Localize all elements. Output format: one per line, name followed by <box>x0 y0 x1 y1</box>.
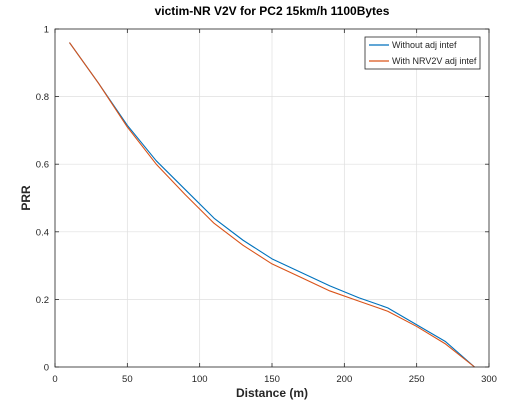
legend-box <box>364 36 481 70</box>
chart-title: victim-NR V2V for PC2 15km/h 1100Bytes <box>155 4 390 18</box>
x-axis: 0 50 100 150 200 250 300 <box>52 29 497 385</box>
x-tick-label: 150 <box>264 374 280 385</box>
y-tick-label: 0 <box>44 363 49 374</box>
x-tick-label: 250 <box>409 374 425 385</box>
y-tick-label: 0.8 <box>36 92 49 103</box>
y-axis-label: PRR <box>19 185 33 211</box>
x-tick-label: 200 <box>336 374 352 385</box>
legend-label-without-adj-intef: Without adj intef <box>392 40 457 50</box>
series-line-with-nrv2v-adj-intef <box>69 42 475 368</box>
legend-label-with-nrv2v-adj-intef: With NRV2V adj intef <box>392 56 477 66</box>
y-tick-label: 0.6 <box>36 160 49 171</box>
y-tick-label: 1 <box>44 25 49 36</box>
series-layer <box>69 42 475 368</box>
y-tick-label: 0.4 <box>36 227 49 238</box>
y-tick-label: 0.2 <box>36 295 49 306</box>
x-tick-label: 100 <box>192 374 208 385</box>
x-tick-label: 0 <box>52 374 57 385</box>
legend: Without adj intef With NRV2V adj intef <box>364 36 481 70</box>
x-tick-label: 50 <box>122 374 133 385</box>
y-axis: 0 0.2 0.4 0.6 0.8 1 <box>36 25 489 374</box>
x-axis-label: Distance (m) <box>236 386 308 400</box>
x-tick-label: 300 <box>481 374 497 385</box>
series-line-without-adj-intef <box>69 42 475 368</box>
